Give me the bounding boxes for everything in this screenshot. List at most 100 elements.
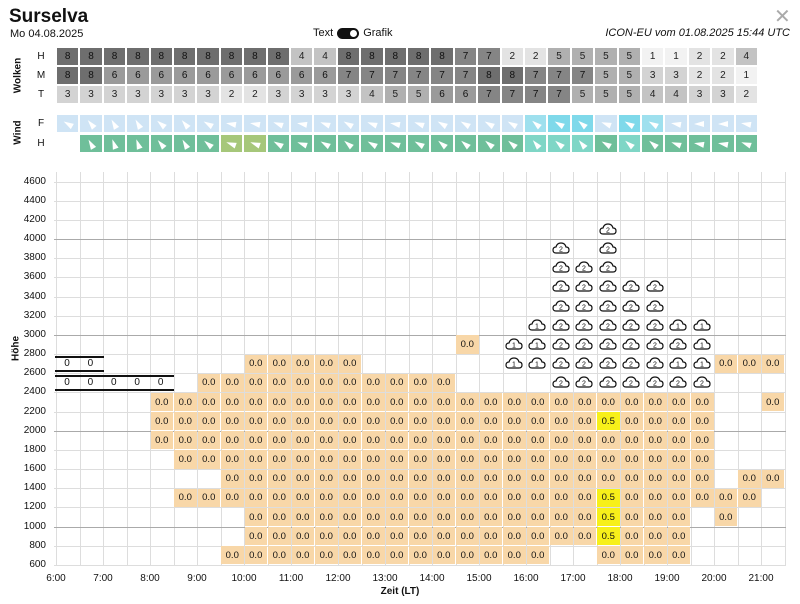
precip-cell: 0.0 [597,392,620,412]
precip-cell: 0.0 [714,488,737,507]
precip-cell: 0.0 [738,488,761,507]
precip-cell: 0.0 [291,392,314,412]
cumulus-cloud-icon: 2 [645,355,664,371]
precip-cell: 0.0 [268,373,291,392]
wind-cell [711,134,735,153]
precip-cell: 0.0 [479,469,502,488]
precip-cell: 0.0 [268,546,291,565]
clouds-cell: 6 [453,85,478,104]
grid-line [573,172,574,565]
precip-cell: 0.0 [479,431,502,450]
clouds-cell: 7 [360,66,384,85]
precip-cell: 0.0 [644,392,667,412]
grid-line [526,172,527,565]
clouds-row-label: M [36,70,46,81]
precip-cell: 0.0 [150,412,173,431]
precip-cell: 0.0 [526,488,549,507]
clouds-cell: 8 [407,47,431,66]
precip-cell: 0.0 [197,373,220,392]
wind-cell [664,114,688,133]
precip-cell: 0.0 [174,450,197,469]
precip-cell: 0.0 [362,431,385,450]
wind-arrow-icon [506,118,519,129]
precip-cell: 0.5 [597,507,620,527]
cumulus-cloud-icon: 1 [692,355,711,371]
wind-arrow-icon [670,138,682,149]
wind-cell [149,134,173,153]
y-tick-label: 2400 [23,386,46,398]
clouds-cell: 8 [477,66,501,85]
precip-cell: 0.0 [244,354,267,373]
wind-cell [547,114,571,133]
wind-cell [56,134,80,153]
clouds-cell: 8 [79,66,103,85]
y-tick-label: 2800 [23,348,46,360]
precip-cell: 0.0 [573,450,596,469]
precip-cell: 0.0 [432,546,455,565]
cumulus-cloud-icon: 2 [551,259,570,275]
precip-cell: 0.0 [597,450,620,469]
grid-line [479,172,480,565]
clouds-cell: 3 [126,85,150,104]
cumulus-cloud-icon: 2 [551,298,570,314]
cumulus-cloud-icon: 1 [692,317,711,333]
precip-cell: 0.0 [362,392,385,412]
clouds-cell: 5 [570,85,595,104]
wind-cell [500,134,524,153]
precip-cell: 0.0 [338,469,361,488]
cumulus-cloud-icon: 2 [598,298,617,314]
grid-line [596,172,598,565]
precip-cell: 0.0 [691,412,714,431]
wind-cell [430,134,454,153]
cumulus-cloud-icon: 2 [575,298,593,314]
clouds-cell: 3 [266,85,290,104]
precip-cell: 0.0 [456,488,479,507]
view-toggle-group: Text Grafik [313,27,393,39]
wind-arrow-icon [319,118,331,129]
precip-cell: 0.0 [479,527,502,546]
precip-cell: 0.0 [620,488,643,507]
precip-cell: 0.0 [456,412,479,431]
precip-cell: 0.0 [244,546,267,565]
clouds-cell: 7 [524,85,548,104]
wind-arrow-icon [459,137,472,150]
grid-line [690,172,692,565]
clouds-cell: 7 [430,66,454,85]
wind-arrow-icon [202,118,214,129]
clouds-cell: 7 [477,85,501,104]
grid-line [54,565,786,566]
precip-cell: 0.0 [244,392,267,412]
toggle-text-label[interactable]: Text [313,27,334,39]
cumulus-cloud-icon: 2 [598,278,617,294]
clouds-cell: 6 [243,66,267,85]
precip-cell: 0.0 [244,527,267,546]
clouds-cell: 3 [687,85,712,104]
precip-cell: 0.0 [385,527,408,546]
clouds-cell: 4 [313,47,337,66]
svg-text:2: 2 [606,227,610,234]
toggle-graphic-label[interactable]: Grafik [363,27,393,39]
forecast-date: Mo 04.08.2025 [10,28,84,40]
wind-arrow-icon [717,120,728,127]
view-toggle-switch[interactable] [337,27,360,39]
wind-arrow-icon [646,137,659,150]
model-info: ICON-EU vom 01.08.2025 15:44 UTC [605,27,790,39]
wind-arrow-icon [132,117,143,130]
close-icon[interactable]: ✕ [774,6,791,28]
clouds-cell: 8 [383,47,407,66]
precip-cell: 0.0 [338,450,361,469]
precip-cell: 0.0 [644,469,667,488]
wind-cell [664,134,688,153]
wind-arrow-icon [600,138,612,149]
wind-cell [383,114,407,133]
precip-cell: 0.0 [150,431,173,450]
precip-cell: 0.0 [338,392,361,412]
precip-cell: 0.0 [644,412,667,431]
precip-cell: 0.0 [315,431,338,450]
wind-arrow-icon [506,137,519,150]
cumulus-cloud-icon: 2 [575,317,593,333]
wind-cell [149,114,173,133]
svg-text:2: 2 [629,323,633,330]
precip-cell: 0.0 [432,450,455,469]
cumulus-cloud-icon: 2 [575,355,593,371]
